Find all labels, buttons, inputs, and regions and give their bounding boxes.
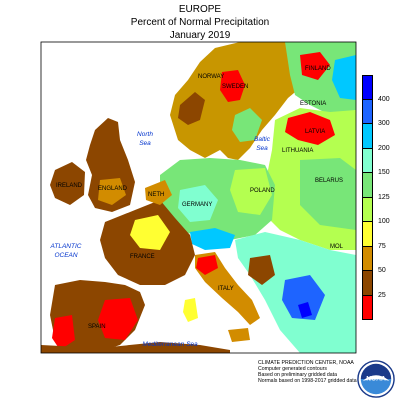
- land-label-spain: SPAIN: [88, 324, 106, 330]
- land-label-belarus: BELARUS: [315, 178, 343, 184]
- sweden-wet-zone: [232, 108, 262, 142]
- land-label-sweden: SWEDEN: [222, 84, 248, 90]
- title-variable: Percent of Normal Precipitation: [130, 17, 270, 28]
- alps-wet-zone: [190, 228, 235, 250]
- map-frame: [40, 41, 357, 354]
- legend-swatch: [362, 271, 373, 296]
- legend-label: 300: [378, 120, 390, 127]
- sweden-dry-zone: [220, 70, 245, 102]
- legend-label: 200: [378, 144, 390, 152]
- land-label-ireland: IRELAND: [56, 183, 83, 189]
- credit-line-1: CLIMATE PREDICTION CENTER, NOAA: [258, 360, 354, 366]
- sicily-land: [228, 328, 250, 342]
- credit-line-2: Computer generated contours: [258, 366, 327, 372]
- land-label-lithuania: LITHUANIA: [282, 148, 313, 154]
- land-label-estonia: ESTONIA: [300, 101, 326, 107]
- land-masses: [41, 42, 356, 353]
- scandinavia-land: [170, 42, 322, 160]
- sea-label-atlantic-2: OCEAN: [54, 252, 77, 259]
- greece-extreme-wet-zone: [298, 302, 312, 318]
- legend-swatch: [362, 75, 373, 100]
- sea-label-baltic-2: Sea: [256, 145, 268, 152]
- credit-line-3: Based on preliminary gridded data: [258, 372, 338, 378]
- france-normal-zone: [130, 215, 170, 250]
- land-label-latvia: LATVIA: [305, 129, 325, 135]
- legend-swatch: [362, 222, 373, 247]
- land-label-france: FRANCE: [130, 254, 155, 260]
- legend-label: 125: [378, 193, 390, 201]
- land-label-italy: ITALY: [218, 286, 234, 292]
- sea-label-atlantic-1: ATLANTIC: [50, 243, 82, 250]
- legend-swatch: [362, 124, 373, 149]
- legend-label: 75: [378, 242, 386, 250]
- land-label-netherlands: NETH: [148, 192, 164, 198]
- russia-wet-zone: [332, 55, 356, 100]
- germany-wet-zone: [178, 185, 218, 222]
- balkans-dry-zone: [248, 255, 275, 285]
- legend-label: 400: [378, 95, 390, 103]
- legend-swatch: [362, 295, 373, 320]
- north-africa-land: [41, 342, 230, 353]
- legend-label: 25: [378, 291, 386, 299]
- legend-swatch: [362, 173, 373, 198]
- noaa-logo-text: NOAA: [366, 375, 386, 382]
- land-label-norway: NORWAY: [198, 74, 224, 80]
- spain-dry-zone: [98, 298, 138, 340]
- ireland-land: [50, 162, 85, 205]
- credit-line-4: Normals based on 1998-2017 gridded data: [258, 378, 357, 384]
- credits-block: CLIMATE PREDICTION CENTER, NOAA Computer…: [258, 360, 357, 384]
- sardinia-land: [183, 298, 198, 322]
- title-period: January 2019: [169, 30, 231, 41]
- legend-swatch: [362, 99, 373, 124]
- legend-swatch: [362, 246, 373, 271]
- noaa-logo: NOAA: [357, 360, 395, 398]
- land-label-moldova: MOL: [330, 244, 344, 250]
- legend-label: 50: [378, 267, 386, 274]
- poland-normal-zone: [230, 168, 272, 215]
- belarus-wet-zone: [300, 158, 356, 230]
- title-region: EUROPE: [178, 4, 222, 15]
- england-dry-zone: [98, 178, 126, 205]
- sea-label-north-1: North: [137, 131, 153, 138]
- land-label-poland: POLAND: [250, 188, 275, 194]
- balkans-very-wet-zone: [282, 275, 325, 320]
- land-label-germany: GERMANY: [182, 202, 212, 208]
- sea-label-mediterranean: Mediterranean Sea: [142, 341, 198, 348]
- legend-label: 150: [378, 169, 390, 176]
- legend-label: 100: [378, 218, 390, 225]
- land-label-england: ENGLAND: [98, 186, 128, 192]
- sea-label-north-2: Sea: [139, 140, 151, 147]
- latvia-dry-zone: [285, 112, 335, 145]
- netherlands-zone: [145, 180, 172, 205]
- sea-label-baltic-1: Baltic: [254, 136, 271, 143]
- finland-dry-zone: [300, 52, 330, 80]
- norway-dry-zone: [178, 92, 205, 125]
- legend-swatch: [362, 197, 373, 222]
- portugal-dry-zone: [52, 315, 75, 350]
- land-label-finland: FINLAND: [305, 66, 331, 72]
- po-valley-dry-zone: [196, 255, 218, 275]
- legend-swatch: [362, 148, 373, 173]
